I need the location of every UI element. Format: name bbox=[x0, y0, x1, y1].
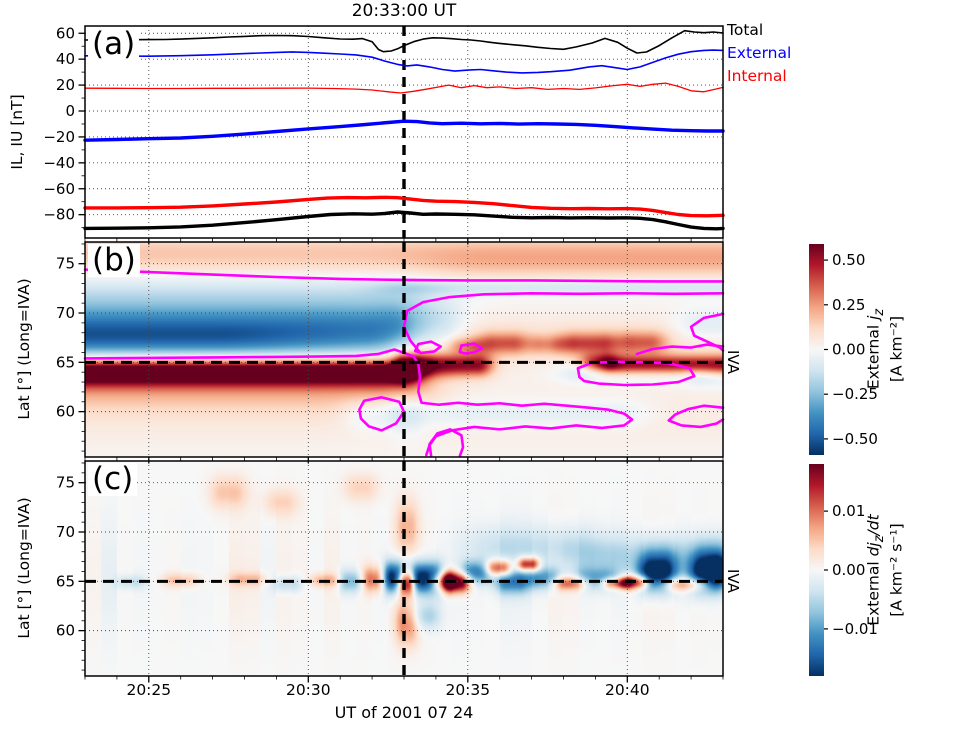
y-tick-label: −60 bbox=[43, 180, 75, 198]
y-tick-label: 0 bbox=[65, 102, 75, 120]
contour-line bbox=[458, 342, 484, 355]
data-series bbox=[84, 82, 724, 94]
colorbar-tick-label: 0.01 bbox=[832, 502, 865, 520]
contour-line bbox=[413, 340, 442, 355]
y-tick-label: 20 bbox=[56, 76, 75, 94]
colorbar-c-label-line1: External djz/dt bbox=[864, 514, 887, 626]
x-axis-label: UT of 2001 07 24 bbox=[334, 703, 474, 722]
colorbar-c-canvas bbox=[809, 464, 824, 676]
y-tick-label: 60 bbox=[56, 403, 75, 421]
colorbar-b-canvas bbox=[809, 244, 824, 455]
y-tick-label: 75 bbox=[56, 255, 75, 273]
figure-title: 20:33:00 UT bbox=[351, 1, 457, 21]
colorbar-tick-label: 0.25 bbox=[832, 296, 865, 314]
contour-line bbox=[689, 312, 725, 352]
y-axis-label-b: Lat [°] (Long=IVA) bbox=[15, 278, 33, 420]
iva-marker-label-c: IVA bbox=[724, 569, 742, 593]
contour-line bbox=[428, 428, 465, 458]
panel-letter-a: (a) bbox=[88, 28, 140, 61]
colorbar-tick-label: −0.25 bbox=[832, 385, 878, 403]
colorbar-tick-label: −0.50 bbox=[832, 430, 878, 448]
y-tick-label: 60 bbox=[56, 24, 75, 42]
colorbar-b-label-line1: External jz bbox=[864, 308, 887, 390]
legend-item-total: Total bbox=[727, 21, 764, 39]
y-tick-label: −40 bbox=[43, 154, 75, 172]
y-tick-label: 65 bbox=[56, 353, 75, 371]
contour-line bbox=[667, 404, 725, 429]
contour-line bbox=[83, 348, 634, 457]
data-series bbox=[83, 210, 725, 231]
y-axis-label-c: Lat [°] (Long=IVA) bbox=[15, 497, 33, 639]
y-tick-label: 70 bbox=[56, 523, 75, 541]
x-tick-label: 20:25 bbox=[126, 681, 171, 699]
x-tick-label: 20:30 bbox=[286, 681, 331, 699]
y-axis-label-a: IL, IU [nT] bbox=[8, 94, 26, 170]
data-series bbox=[84, 49, 724, 74]
y-tick-label: 60 bbox=[56, 622, 75, 640]
y-tick-label: −80 bbox=[43, 206, 75, 224]
x-tick-label: 20:40 bbox=[605, 681, 650, 699]
legend-item-external: External bbox=[727, 44, 792, 62]
data-series bbox=[83, 119, 725, 142]
colorbar-tick-label: 0.50 bbox=[832, 251, 865, 269]
y-tick-label: 70 bbox=[56, 304, 75, 322]
data-series bbox=[84, 29, 724, 54]
legend-item-internal: Internal bbox=[727, 67, 787, 85]
colorbar-tick-label: 0.00 bbox=[832, 341, 865, 359]
colorbar-tick-label: −0.01 bbox=[832, 620, 878, 638]
colorbar-c-axis-label: External djz/dt [A km⁻² s⁻¹] bbox=[865, 514, 908, 625]
y-tick-label: 40 bbox=[56, 50, 75, 68]
panel-letter-c: (c) bbox=[88, 463, 138, 496]
contour-line bbox=[576, 360, 696, 387]
contour-line bbox=[402, 291, 725, 354]
colorbar-b-axis-label: External jz [A km⁻²] bbox=[865, 309, 908, 389]
iva-marker-label-b: IVA bbox=[724, 350, 742, 374]
data-series bbox=[83, 195, 725, 218]
y-tick-label: −20 bbox=[43, 128, 75, 146]
panel-letter-b: (b) bbox=[88, 244, 140, 277]
contour-line bbox=[358, 396, 406, 432]
y-tick-label: 65 bbox=[56, 572, 75, 590]
y-tick-label: 75 bbox=[56, 474, 75, 492]
contour-line bbox=[635, 343, 725, 356]
colorbar-tick-label: 0.00 bbox=[832, 561, 865, 579]
x-tick-label: 20:35 bbox=[445, 681, 490, 699]
colorbar-b-unit: [A km⁻²] bbox=[887, 315, 906, 383]
colorbar-c-unit: [A km⁻² s⁻¹] bbox=[887, 523, 906, 617]
